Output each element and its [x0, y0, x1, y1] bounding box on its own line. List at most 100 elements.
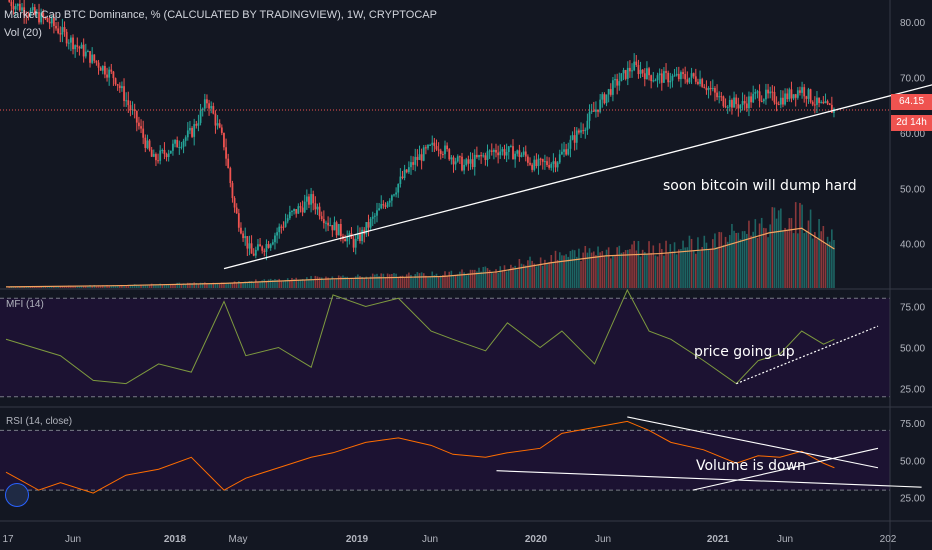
volume-bar — [729, 235, 731, 288]
volume-bar — [46, 286, 49, 288]
volume-bar — [412, 278, 414, 288]
volume-bar — [340, 276, 342, 288]
volume-bar — [780, 208, 782, 288]
annotation-volume-down: Volume is down — [696, 458, 806, 474]
volume-bar — [809, 209, 812, 288]
volume-bar — [637, 240, 640, 288]
volume-bar — [529, 256, 531, 288]
candle-body — [161, 150, 164, 152]
candle-body — [65, 31, 68, 44]
candle-body — [446, 145, 449, 150]
volume-bar — [25, 286, 28, 288]
volume-bar — [629, 249, 631, 288]
candle-body — [692, 73, 695, 77]
candle-body — [569, 139, 572, 149]
volume-bar — [212, 282, 215, 288]
candle-body — [348, 233, 351, 237]
time-axis-tick: 2019 — [346, 534, 369, 545]
volume-bar — [505, 271, 508, 288]
candle-body — [522, 151, 525, 155]
volume-bar — [208, 284, 210, 288]
volume-bar — [369, 276, 372, 288]
volume-bar — [425, 275, 427, 288]
volume-bar — [690, 238, 693, 288]
candle-body — [57, 28, 60, 34]
volume-bar — [414, 274, 417, 288]
candle-body — [773, 92, 776, 103]
volume-bar — [444, 271, 446, 288]
volume-bar — [382, 273, 385, 288]
volume-bar — [335, 278, 338, 288]
candle-body — [274, 235, 276, 243]
volume-bar — [82, 286, 85, 288]
candle-body — [74, 45, 77, 50]
candle-body — [386, 202, 389, 207]
volume-bar — [229, 282, 232, 288]
candle-body — [27, 15, 30, 17]
volume-bar — [174, 284, 176, 288]
volume-bar — [399, 275, 402, 288]
candle-body — [671, 75, 674, 81]
volume-bar — [675, 254, 678, 288]
candle-body — [422, 147, 425, 161]
candle-body — [658, 73, 661, 76]
candle-body — [84, 51, 87, 57]
candle-body — [529, 162, 531, 165]
volume-bar — [680, 249, 682, 288]
candle-body — [271, 242, 274, 245]
candle-body — [231, 183, 234, 199]
candle-body — [828, 103, 831, 105]
candle-body — [165, 154, 168, 158]
volume-bar — [554, 250, 557, 288]
candle-body — [448, 149, 451, 160]
volume-bar — [53, 286, 55, 288]
volume-bar — [541, 265, 544, 288]
volume-bar — [178, 282, 181, 288]
volume-bar — [108, 285, 110, 288]
tradingview-logo-icon[interactable] — [5, 483, 29, 507]
candle-body — [53, 18, 55, 26]
volume-bar — [578, 248, 580, 288]
volume-bar — [435, 273, 438, 288]
candle-body — [144, 137, 147, 148]
candle-body — [393, 194, 395, 196]
volume-bar — [87, 285, 89, 288]
candle-body — [159, 150, 162, 161]
volume-bar — [59, 286, 62, 288]
volume-bar — [714, 233, 716, 288]
volume-bar — [733, 230, 735, 288]
candle-body — [174, 139, 176, 144]
volume-bar — [274, 279, 276, 288]
candle-body — [697, 81, 699, 84]
candle-body — [99, 67, 102, 71]
volume-bar — [384, 276, 387, 288]
volume-bar — [609, 258, 612, 288]
candle-body — [573, 135, 576, 143]
volume-bar — [333, 279, 336, 288]
volume-bar — [223, 282, 225, 288]
candle-body — [89, 51, 91, 63]
volume-bar — [91, 285, 93, 288]
candle-body — [482, 155, 485, 157]
volume-bar — [289, 280, 291, 288]
volume-bar — [590, 252, 593, 288]
volume-bar — [172, 284, 174, 288]
candle-body — [709, 87, 712, 90]
volume-bar — [705, 242, 708, 288]
candle-body — [830, 104, 833, 113]
candle-body — [46, 17, 49, 22]
volume-bar — [501, 270, 504, 288]
candle-body — [475, 154, 478, 158]
volume-bar — [110, 285, 113, 288]
candle-body — [33, 7, 36, 14]
volume-bar — [831, 229, 833, 288]
candle-body — [331, 225, 334, 231]
volume-bar — [48, 286, 51, 288]
candle-body — [18, 3, 21, 11]
candle-body — [305, 196, 308, 202]
volume-bar — [74, 286, 76, 288]
volume-bar — [267, 279, 270, 288]
volume-bar — [650, 253, 652, 288]
volume-bar — [818, 219, 820, 288]
